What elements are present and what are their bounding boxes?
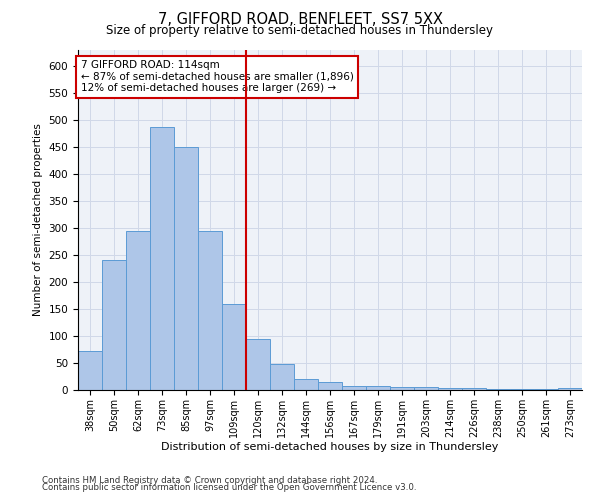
Bar [438,388,462,390]
Text: 7, GIFFORD ROAD, BENFLEET, SS7 5XX: 7, GIFFORD ROAD, BENFLEET, SS7 5XX [157,12,443,28]
Bar [366,386,390,390]
Text: Distribution of semi-detached houses by size in Thundersley: Distribution of semi-detached houses by … [161,442,499,452]
Bar [246,338,270,390]
Bar [198,231,222,390]
Text: Contains HM Land Registry data © Crown copyright and database right 2024.: Contains HM Land Registry data © Crown c… [42,476,377,485]
Bar [294,379,318,390]
Text: 7 GIFFORD ROAD: 114sqm
← 87% of semi-detached houses are smaller (1,896)
12% of : 7 GIFFORD ROAD: 114sqm ← 87% of semi-det… [80,60,353,94]
Bar [462,388,486,390]
Bar [126,231,150,390]
Bar [342,386,366,390]
Bar [150,127,174,390]
Bar [318,382,342,390]
Bar [222,304,246,390]
Bar [390,388,414,390]
Bar [414,388,438,390]
Bar [174,147,198,390]
Bar [486,389,510,390]
Bar [270,364,294,390]
Bar [102,260,126,390]
Bar [558,388,582,390]
Y-axis label: Number of semi-detached properties: Number of semi-detached properties [33,124,43,316]
Bar [78,351,102,390]
Text: Contains public sector information licensed under the Open Government Licence v3: Contains public sector information licen… [42,484,416,492]
Text: Size of property relative to semi-detached houses in Thundersley: Size of property relative to semi-detach… [107,24,493,37]
